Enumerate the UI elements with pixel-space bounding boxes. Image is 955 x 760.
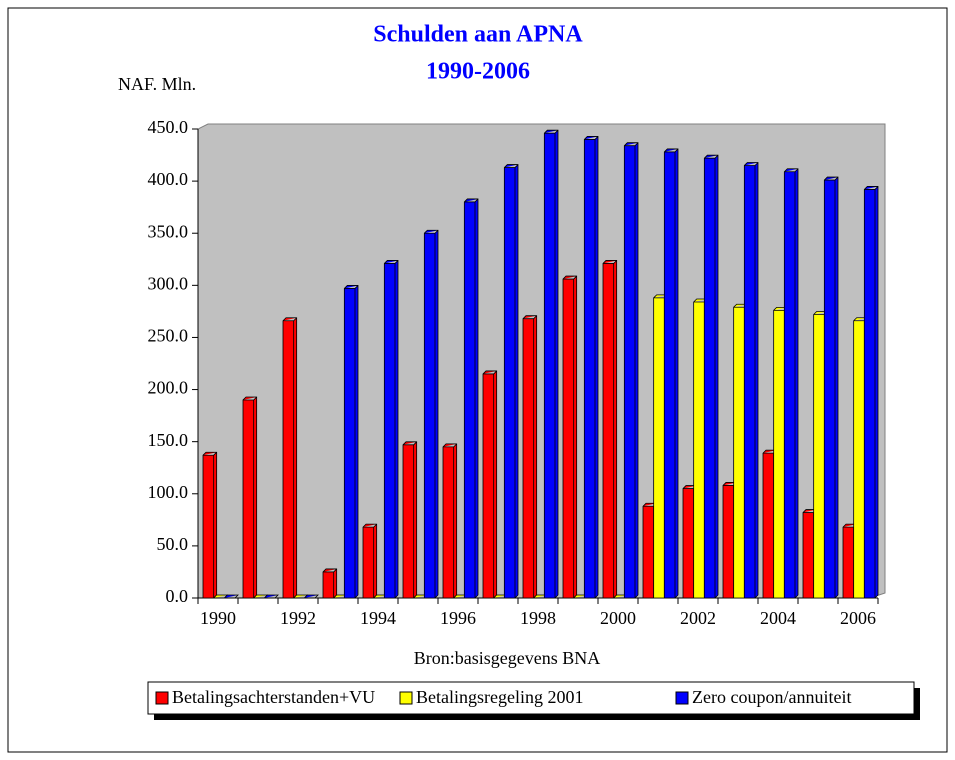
bar: [223, 594, 239, 599]
bar: [562, 275, 578, 599]
x-tick-label: 1994: [360, 608, 396, 628]
bar: [282, 317, 298, 599]
y-axis-label: NAF. Mln.: [118, 74, 196, 94]
legend-swatch: [399, 691, 413, 705]
y-tick-label: 350.0: [148, 221, 189, 241]
bar: [743, 162, 759, 599]
y-tick-label: 50.0: [157, 534, 189, 554]
bar: [423, 229, 439, 599]
bar: [402, 441, 418, 599]
legend-swatch: [155, 691, 169, 705]
x-tick-label: 2000: [600, 608, 636, 628]
bar: [383, 260, 399, 599]
y-tick-label: 250.0: [148, 326, 189, 346]
bar: [263, 594, 279, 599]
bar: [463, 198, 479, 599]
y-tick-label: 200.0: [148, 378, 189, 398]
bar: [783, 168, 799, 599]
bar: [522, 315, 538, 599]
chart-title: Schulden aan APNA: [373, 22, 583, 48]
bar: [242, 396, 258, 599]
y-tick-label: 100.0: [148, 482, 189, 502]
y-tick-label: 150.0: [148, 430, 189, 450]
x-tick-label: 1990: [200, 608, 236, 628]
x-tick-label: 1998: [520, 608, 556, 628]
x-tick-label: 1996: [440, 608, 476, 628]
x-tick-label: 2002: [680, 608, 716, 628]
bar: [442, 443, 458, 599]
x-tick-label: 1992: [280, 608, 316, 628]
bar: [202, 451, 218, 599]
bar: [543, 129, 559, 599]
chart-subtitle: 1990-2006: [426, 59, 530, 85]
legend-label: Zero coupon/annuiteit: [692, 687, 851, 707]
bar: [703, 154, 719, 599]
legend-swatch: [675, 691, 689, 705]
bar: [823, 176, 839, 599]
x-axis-label: Bron:basisgegevens BNA: [414, 648, 600, 668]
legend-label: Betalingsachterstanden+VU: [172, 687, 375, 707]
bar: [343, 285, 359, 599]
bar: [663, 148, 679, 599]
bar: [503, 164, 519, 599]
legend: [147, 681, 915, 715]
bar: [602, 260, 618, 599]
bar: [623, 142, 639, 599]
bar: [322, 568, 338, 599]
y-tick-label: 0.0: [166, 586, 189, 606]
y-tick-label: 400.0: [148, 169, 189, 189]
x-tick-label: 2006: [840, 608, 876, 628]
bar: [863, 186, 879, 599]
bar: [482, 370, 498, 599]
bar: [583, 136, 599, 599]
bar: [362, 523, 378, 599]
y-tick-label: 450.0: [148, 117, 189, 137]
bar: [303, 594, 319, 599]
legend-label: Betalingsregeling 2001: [416, 687, 583, 707]
x-tick-label: 2004: [760, 608, 796, 628]
y-tick-label: 300.0: [148, 273, 189, 293]
